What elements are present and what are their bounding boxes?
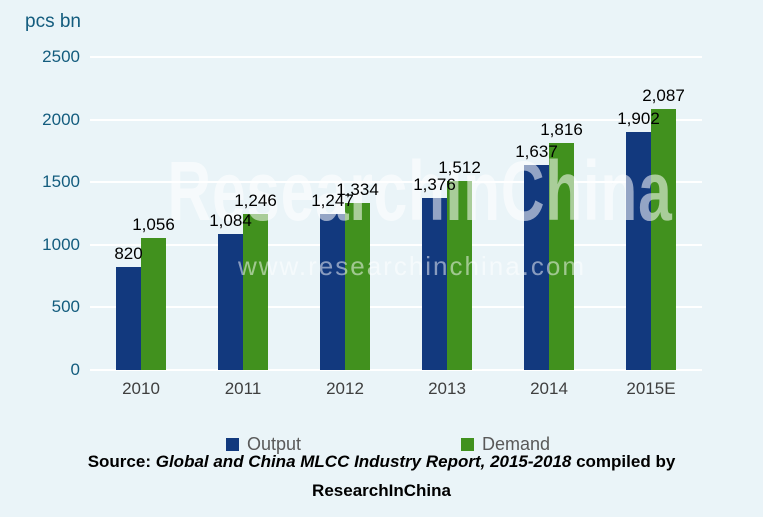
x-tick-2012: 2012 xyxy=(326,379,364,398)
x-tick-2010: 2010 xyxy=(122,379,160,398)
gridline-2500 xyxy=(90,56,702,58)
data-label-output-2013: 1,376 xyxy=(413,174,456,194)
gridline-2000 xyxy=(90,118,702,121)
y-axis-unit-label: pcs bn xyxy=(25,11,81,32)
legend-item-output: Output xyxy=(226,434,301,455)
bar-output-2010 xyxy=(116,267,141,370)
data-label-demand-2014: 1,816 xyxy=(540,119,583,139)
bar-output-2011 xyxy=(218,234,243,370)
bar-demand-2012 xyxy=(345,202,370,370)
plot-area: 820 1,056 1,084 1,246 1,247 1,334 1,376 1,512 1,… xyxy=(90,56,702,371)
bar-demand-2015E xyxy=(651,108,676,370)
gridline-1000 xyxy=(90,243,702,246)
source-report-title: Global and China MLCC Industry Report, 2… xyxy=(155,452,572,471)
data-label-demand-2011: 1,246 xyxy=(234,191,277,210)
source-note: Source: Global and China MLCC Industry R… xyxy=(87,452,676,471)
source-publisher: ResearchInChina xyxy=(312,481,451,500)
bar-demand-2013 xyxy=(447,180,472,370)
gridline-0 xyxy=(90,369,702,371)
data-label-output-2012: 1,247 xyxy=(311,190,354,210)
y-tick-1500: 1500 xyxy=(42,172,80,192)
y-tick-2500: 2500 xyxy=(42,47,80,66)
data-label-output-2014: 1,637 xyxy=(515,142,558,162)
x-tick-2014: 2014 xyxy=(530,379,568,398)
legend-demand-label: Demand xyxy=(482,434,551,454)
output-swatch-icon xyxy=(226,438,239,451)
bar-output-2013 xyxy=(422,197,447,370)
data-label-demand-2012: 1,334 xyxy=(336,179,379,199)
x-tick-2013: 2013 xyxy=(428,379,466,398)
bar-demand-2011 xyxy=(243,214,268,370)
data-label-demand-2013: 1,512 xyxy=(438,157,481,177)
x-tick-2011: 2011 xyxy=(224,379,262,398)
legend-output-label: Output xyxy=(247,434,302,454)
y-tick-500: 500 xyxy=(51,297,80,317)
watermark-url: www.researchinchina.com xyxy=(238,251,587,281)
bar-output-2015E xyxy=(626,131,651,370)
y-tick-0: 0 xyxy=(70,360,80,379)
bar-demand-2010 xyxy=(141,237,166,370)
gridline-500 xyxy=(90,306,702,309)
data-label-demand-2015E: 2,087 xyxy=(642,85,685,105)
y-tick-1000: 1000 xyxy=(42,234,80,254)
watermark-text: ResearchInChina xyxy=(167,144,673,238)
data-label-demand-2010: 1,056 xyxy=(132,214,175,234)
bar-output-2012 xyxy=(320,213,345,370)
demand-swatch-icon xyxy=(461,438,474,451)
y-tick-2000: 2000 xyxy=(42,109,80,129)
bar-demand-2014 xyxy=(549,142,574,370)
legend-item-demand: Demand xyxy=(461,434,550,455)
data-label-output-2010: 820 xyxy=(114,244,143,264)
data-label-output-2011: 1,084 xyxy=(209,211,252,231)
x-tick-2015E: 2015E xyxy=(626,379,676,398)
gridline-1500 xyxy=(90,181,702,184)
data-label-output-2015E: 1,902 xyxy=(617,108,660,128)
bar-output-2014 xyxy=(524,165,549,370)
